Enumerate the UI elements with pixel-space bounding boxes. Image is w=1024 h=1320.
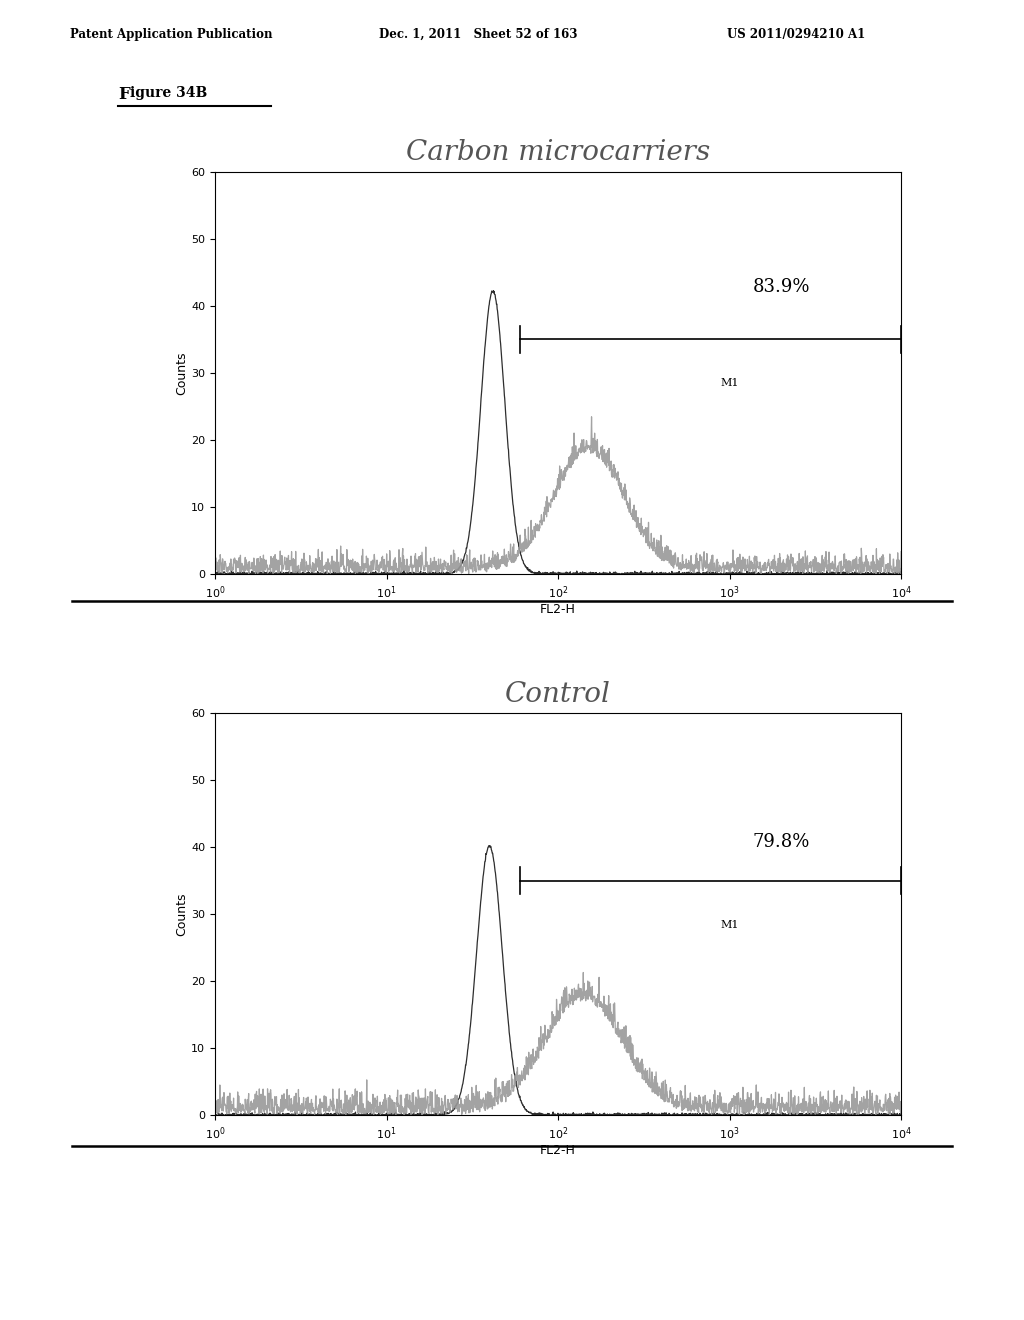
X-axis label: FL2-H: FL2-H (540, 603, 577, 616)
Y-axis label: Counts: Counts (175, 892, 188, 936)
Title: Control: Control (505, 681, 611, 708)
Text: 83.9%: 83.9% (753, 279, 810, 297)
Text: M1: M1 (720, 920, 739, 929)
X-axis label: FL2-H: FL2-H (540, 1144, 577, 1158)
Title: Carbon microcarriers: Carbon microcarriers (406, 140, 711, 166)
Text: M1: M1 (720, 379, 739, 388)
Text: Patent Application Publication: Patent Application Publication (70, 28, 272, 41)
Text: igure 34B: igure 34B (130, 86, 207, 100)
Text: Dec. 1, 2011   Sheet 52 of 163: Dec. 1, 2011 Sheet 52 of 163 (379, 28, 578, 41)
Text: F: F (118, 86, 129, 103)
Text: 79.8%: 79.8% (753, 833, 810, 851)
Y-axis label: Counts: Counts (175, 351, 188, 395)
Text: US 2011/0294210 A1: US 2011/0294210 A1 (727, 28, 865, 41)
